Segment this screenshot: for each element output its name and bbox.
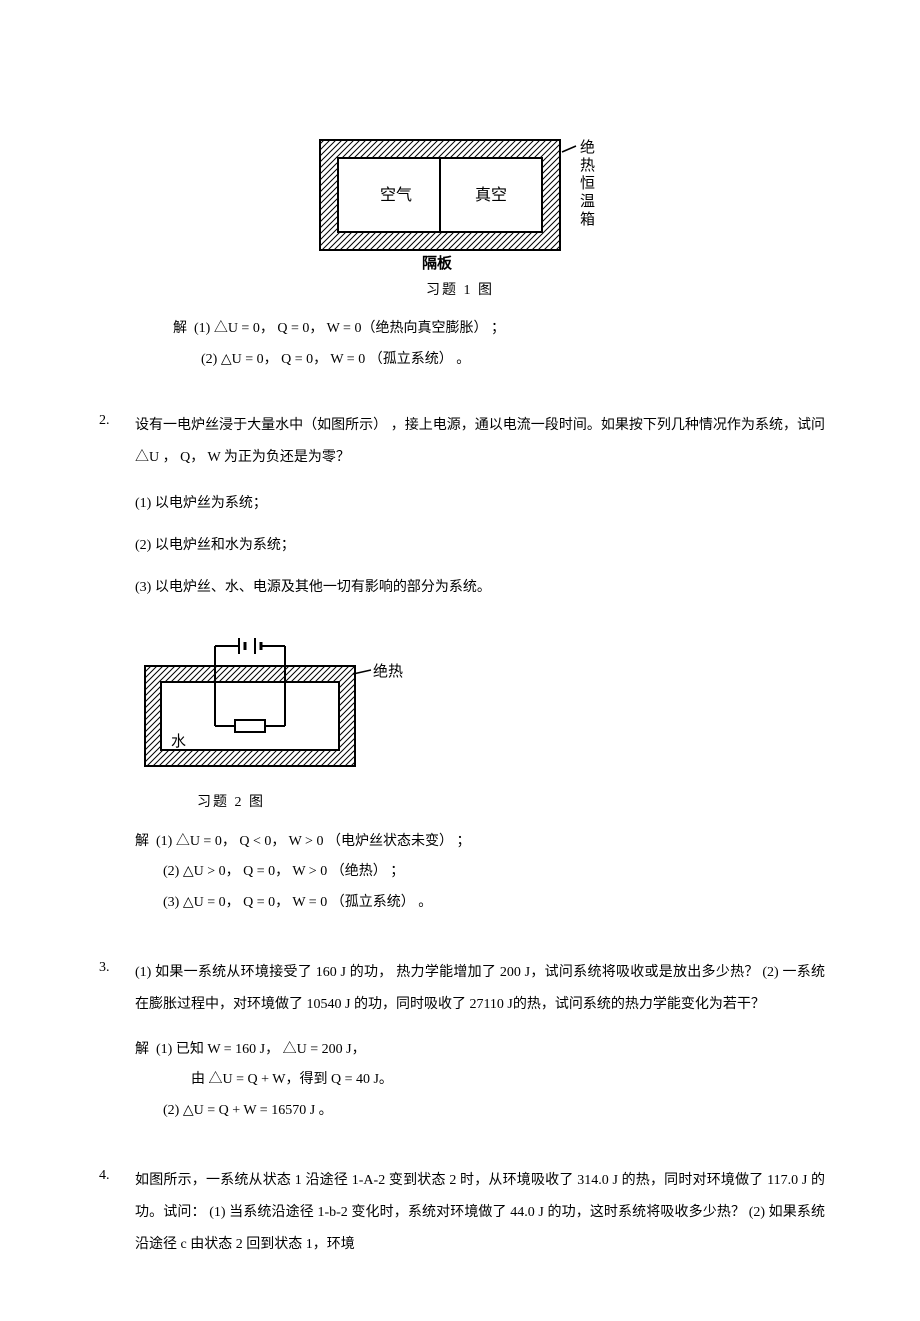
answer-3-prefix: 解 — [135, 1042, 149, 1057]
answer-2-line-1: (1) △U = 0， Q < 0， W > 0 （电炉丝状态未变） ； — [156, 834, 470, 849]
problem-4: 4. 如图所示，一系统从状态 1 沿途径 1-A-2 变到状态 2 时，从环境吸… — [95, 1165, 825, 1262]
figure-1-bottom-label: 隔板 — [422, 254, 453, 270]
figure-2-caption: 习题 2 图 — [135, 792, 825, 814]
answer-2-line-2: (2) △U > 0， Q = 0， W > 0 （绝热） ； — [135, 859, 825, 886]
answer-3-line-1b: 由 △U = Q + W，得到 Q = 40 J。 — [135, 1067, 825, 1094]
problem-4-body: 如图所示，一系统从状态 1 沿途径 1-A-2 变到状态 2 时，从环境吸收了 … — [135, 1165, 825, 1262]
answer-3-line-1a: (1) 已知 W = 160 J， △U = 200 J， — [156, 1042, 366, 1057]
page: 空气 真空 绝 热 恒 温 箱 隔板 习题 1 图 解 (1) △U = 0， … — [0, 0, 920, 1321]
figure-2-svg: 水 绝热 — [135, 616, 425, 776]
problem-3: 3. (1) 如果一系统从环境接受了 160 J 的功， 热力学能增加了 200… — [95, 957, 825, 1129]
answer-3: 解 (1) 已知 W = 160 J， △U = 200 J， 由 △U = Q… — [135, 1037, 825, 1125]
answer-3-line-2: (2) △U = Q + W = 16570 J 。 — [135, 1098, 825, 1125]
figure-2: 水 绝热 — [135, 616, 825, 784]
answer-1-prefix: 解 — [173, 321, 187, 336]
problem-2-sub-1: (1) 以电炉丝为系统； — [135, 490, 825, 518]
figure-1-left-label: 空气 — [380, 186, 412, 204]
problem-2-body: 设有一电炉丝浸于大量水中（如图所示） ，接上电源，通以电流一段时间。如果按下列几… — [135, 410, 825, 474]
problem-2: 2. 设有一电炉丝浸于大量水中（如图所示） ，接上电源，通以电流一段时间。如果按… — [95, 410, 825, 921]
figure-1: 空气 真空 绝 热 恒 温 箱 隔板 — [95, 130, 825, 270]
problem-2-sub-2: (2) 以电炉丝和水为系统； — [135, 532, 825, 560]
figure-2-right-label: 绝热 — [373, 663, 403, 680]
answer-2-prefix: 解 — [135, 834, 149, 849]
problem-3-num: 3. — [95, 957, 135, 1129]
answer-2: 解 (1) △U = 0， Q < 0， W > 0 （电炉丝状态未变） ； (… — [135, 829, 825, 917]
figure-1-side-label-5: 箱 — [580, 211, 595, 228]
figure-1-side-label-4: 温 — [580, 193, 595, 210]
problem-2-num: 2. — [95, 410, 135, 921]
figure-1-side-label-2: 热 — [580, 157, 595, 174]
figure-1-side-label-1: 绝 — [580, 139, 595, 156]
answer-1: 解 (1) △U = 0， Q = 0， W = 0（绝热向真空膨胀） ； (2… — [95, 316, 825, 373]
figure-1-side-label-3: 恒 — [580, 175, 595, 192]
figure-2-water-label: 水 — [171, 733, 186, 750]
answer-1-line-2: (2) △U = 0， Q = 0， W = 0 （孤立系统） 。 — [95, 347, 825, 374]
answer-1-line-1: (1) △U = 0， Q = 0， W = 0（绝热向真空膨胀） ； — [194, 321, 505, 336]
figure-1-right-label: 真空 — [475, 186, 507, 204]
problem-2-sub-3: (3) 以电炉丝、水、电源及其他一切有影响的部分为系统。 — [135, 574, 825, 602]
answer-2-line-3: (3) △U = 0， Q = 0， W = 0 （孤立系统） 。 — [135, 890, 825, 917]
figure-1-caption: 习题 1 图 — [95, 280, 825, 302]
figure-1-svg: 空气 真空 绝 热 恒 温 箱 隔板 — [310, 130, 610, 270]
problem-3-body: (1) 如果一系统从环境接受了 160 J 的功， 热力学能增加了 200 J，… — [135, 957, 825, 1021]
problem-4-num: 4. — [95, 1165, 135, 1262]
